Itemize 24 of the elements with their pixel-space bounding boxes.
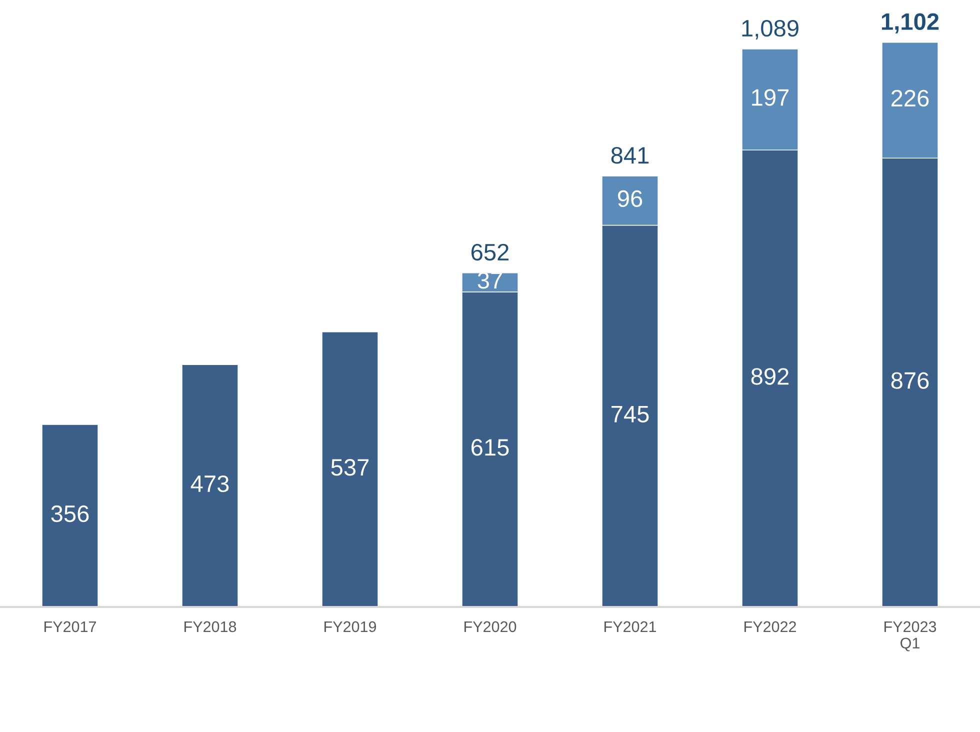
data-label: 197	[752, 89, 789, 106]
bar	[42, 424, 98, 607]
data-label: 876	[891, 372, 929, 389]
x-tick-label: FY2018	[184, 621, 236, 632]
data-label: 226	[891, 90, 929, 107]
data-label: 537	[331, 459, 369, 476]
data-label: 96	[618, 190, 642, 208]
x-tick-label: FY2017	[44, 621, 96, 632]
data-label: 892	[751, 368, 789, 385]
data-label: 356	[51, 505, 89, 522]
total-label: 652	[472, 244, 509, 261]
data-label: 473	[190, 475, 229, 492]
x-tick-label: FY2021	[604, 621, 656, 632]
total-label: 841	[611, 147, 649, 164]
x-tick-label: FY2023 Q1	[884, 621, 936, 652]
x-tick-label: FY2020	[464, 621, 516, 632]
x-tick-label: FY2019	[324, 621, 376, 632]
bar	[182, 364, 238, 607]
total-label: 1,102	[882, 13, 939, 34]
total-label: 1,089	[742, 20, 798, 40]
x-tick-label: FY2022	[744, 621, 796, 632]
data-label: 615	[472, 439, 509, 456]
bar	[322, 332, 378, 607]
data-label: 745	[612, 406, 649, 422]
